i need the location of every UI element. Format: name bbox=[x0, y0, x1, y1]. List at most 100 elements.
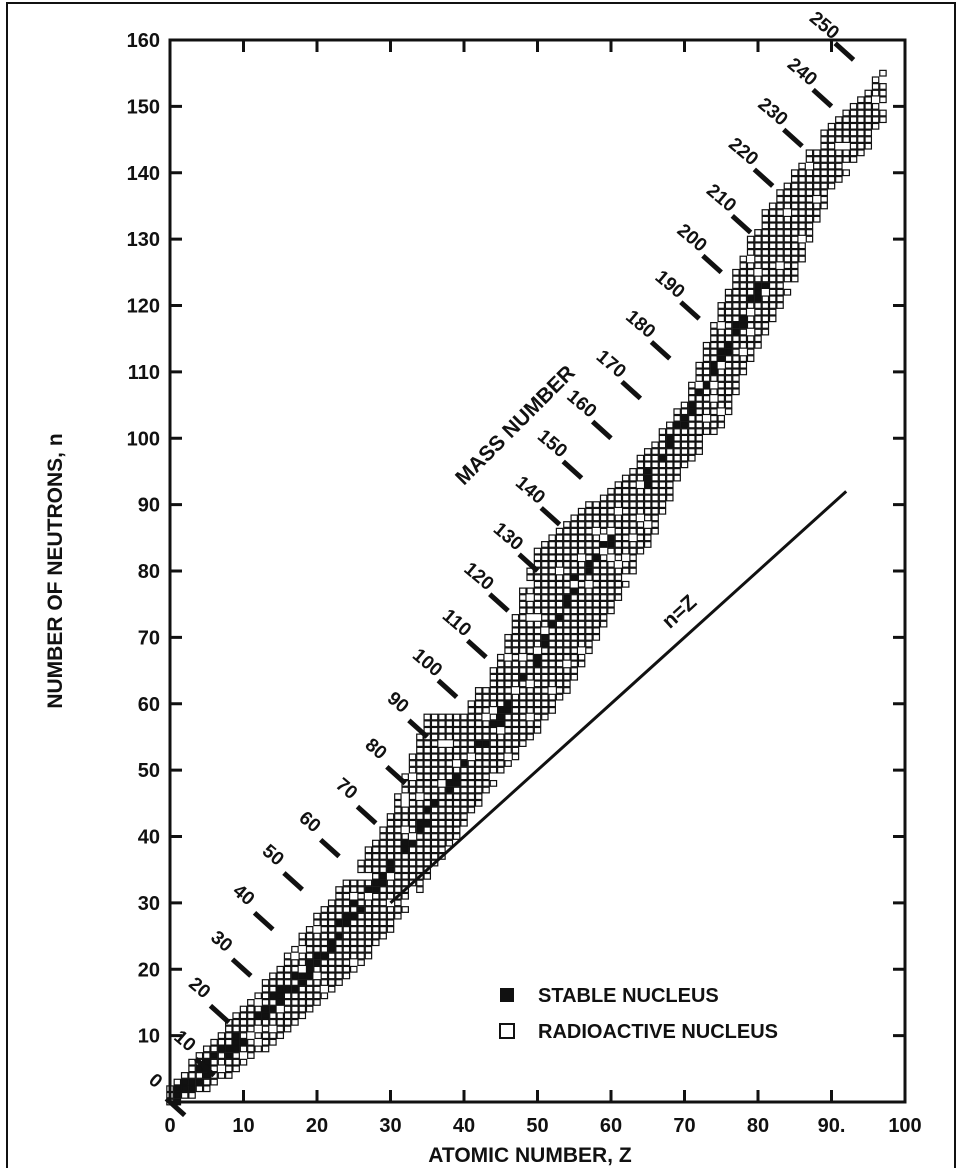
radioactive-cell bbox=[673, 454, 681, 462]
radioactive-cell bbox=[688, 448, 696, 455]
radioactive-cell bbox=[666, 474, 674, 482]
radioactive-cell bbox=[732, 335, 740, 343]
radioactive-cell bbox=[732, 282, 740, 290]
radioactive-cell bbox=[842, 149, 850, 157]
radioactive-cell bbox=[563, 547, 571, 555]
radioactive-cell bbox=[636, 454, 645, 462]
radioactive-cell bbox=[445, 766, 454, 774]
figure-frame bbox=[6, 2, 956, 1168]
radioactive-cell bbox=[592, 574, 601, 582]
radioactive-cell bbox=[452, 806, 461, 814]
radioactive-cell bbox=[519, 627, 527, 635]
radioactive-cell bbox=[592, 600, 601, 608]
stable-cell bbox=[452, 773, 461, 781]
radioactive-cell bbox=[842, 169, 850, 177]
radioactive-cell bbox=[857, 136, 865, 143]
radioactive-cell bbox=[724, 388, 733, 396]
radioactive-cell bbox=[563, 647, 571, 655]
radioactive-cell bbox=[680, 454, 689, 462]
radioactive-cell bbox=[430, 846, 439, 854]
radioactive-cell bbox=[342, 886, 351, 894]
radioactive-cell bbox=[768, 202, 777, 210]
radioactive-cell bbox=[394, 806, 402, 814]
radioactive-cell bbox=[776, 302, 784, 309]
radioactive-cell bbox=[710, 428, 718, 436]
stable-cell bbox=[269, 992, 277, 1000]
radioactive-cell bbox=[820, 195, 828, 203]
radioactive-cell bbox=[813, 182, 821, 190]
radioactive-cell bbox=[548, 607, 556, 615]
stable-cell bbox=[496, 720, 505, 728]
radioactive-cell bbox=[247, 1052, 255, 1059]
radioactive-cell bbox=[790, 169, 799, 177]
radioactive-cell bbox=[489, 733, 498, 741]
radioactive-cell bbox=[372, 846, 380, 854]
radioactive-cell bbox=[614, 521, 623, 528]
radioactive-cell bbox=[342, 959, 351, 967]
radioactive-cell bbox=[805, 202, 814, 210]
radioactive-cell bbox=[526, 693, 534, 701]
stable-cell bbox=[761, 282, 770, 290]
radioactive-cell bbox=[879, 109, 887, 117]
radioactive-cell bbox=[533, 673, 542, 681]
radioactive-cell bbox=[474, 793, 483, 801]
radioactive-cell bbox=[746, 248, 755, 256]
stable-cell bbox=[261, 1012, 270, 1020]
stable-cell bbox=[327, 939, 336, 947]
radioactive-cell bbox=[658, 441, 667, 449]
radioactive-cell bbox=[379, 892, 387, 900]
radioactive-cell bbox=[695, 441, 703, 449]
radioactive-cell bbox=[820, 189, 828, 197]
radioactive-cell bbox=[629, 554, 637, 562]
stable-cell bbox=[305, 965, 314, 973]
radioactive-cell bbox=[548, 587, 556, 595]
mass-number-label: 200 bbox=[673, 220, 711, 256]
radioactive-cell bbox=[511, 627, 520, 635]
radioactive-cell bbox=[269, 1012, 277, 1020]
radioactive-cell bbox=[467, 706, 476, 714]
radioactive-cell bbox=[460, 733, 468, 741]
radioactive-cell bbox=[526, 574, 534, 582]
radioactive-cell bbox=[496, 673, 505, 681]
radioactive-cell bbox=[504, 660, 512, 668]
radioactive-cell bbox=[188, 1072, 196, 1079]
mass-number-dash bbox=[230, 957, 253, 978]
stable-cell bbox=[504, 706, 512, 714]
stable-cell bbox=[643, 468, 652, 475]
radioactive-cell bbox=[239, 1025, 248, 1033]
stable-cell bbox=[349, 912, 358, 920]
radioactive-cell bbox=[724, 328, 733, 336]
stable-cell bbox=[313, 959, 321, 967]
radioactive-cell bbox=[636, 461, 645, 469]
radioactive-cell bbox=[305, 1005, 314, 1013]
radioactive-cell bbox=[519, 706, 527, 714]
radioactive-cell bbox=[320, 919, 329, 927]
radioactive-cell bbox=[651, 514, 659, 522]
stable-cell bbox=[445, 779, 454, 787]
radioactive-cell bbox=[379, 833, 387, 840]
stable-cell bbox=[482, 740, 490, 747]
radioactive-cell bbox=[746, 235, 755, 243]
radioactive-cell bbox=[335, 912, 343, 920]
radioactive-cell bbox=[768, 235, 777, 243]
stable-cell bbox=[379, 872, 387, 880]
radioactive-cell bbox=[783, 275, 792, 283]
radioactive-cell bbox=[541, 687, 549, 694]
radioactive-cell bbox=[526, 627, 534, 635]
radioactive-cell bbox=[349, 939, 358, 947]
radioactive-cell bbox=[790, 229, 799, 236]
radioactive-cell bbox=[408, 859, 417, 867]
radioactive-cell bbox=[533, 607, 542, 615]
radioactive-cell bbox=[386, 813, 395, 821]
radioactive-cell bbox=[768, 209, 777, 216]
radioactive-cell bbox=[732, 368, 740, 376]
radioactive-cell bbox=[621, 541, 630, 548]
radioactive-cell bbox=[416, 879, 424, 887]
radioactive-cell bbox=[430, 839, 439, 847]
radioactive-cell bbox=[776, 222, 784, 230]
radioactive-cell bbox=[423, 859, 432, 867]
radioactive-cell bbox=[592, 541, 601, 548]
radioactive-cell bbox=[519, 633, 527, 641]
radioactive-cell bbox=[673, 428, 681, 436]
stable-cell bbox=[239, 1038, 248, 1046]
